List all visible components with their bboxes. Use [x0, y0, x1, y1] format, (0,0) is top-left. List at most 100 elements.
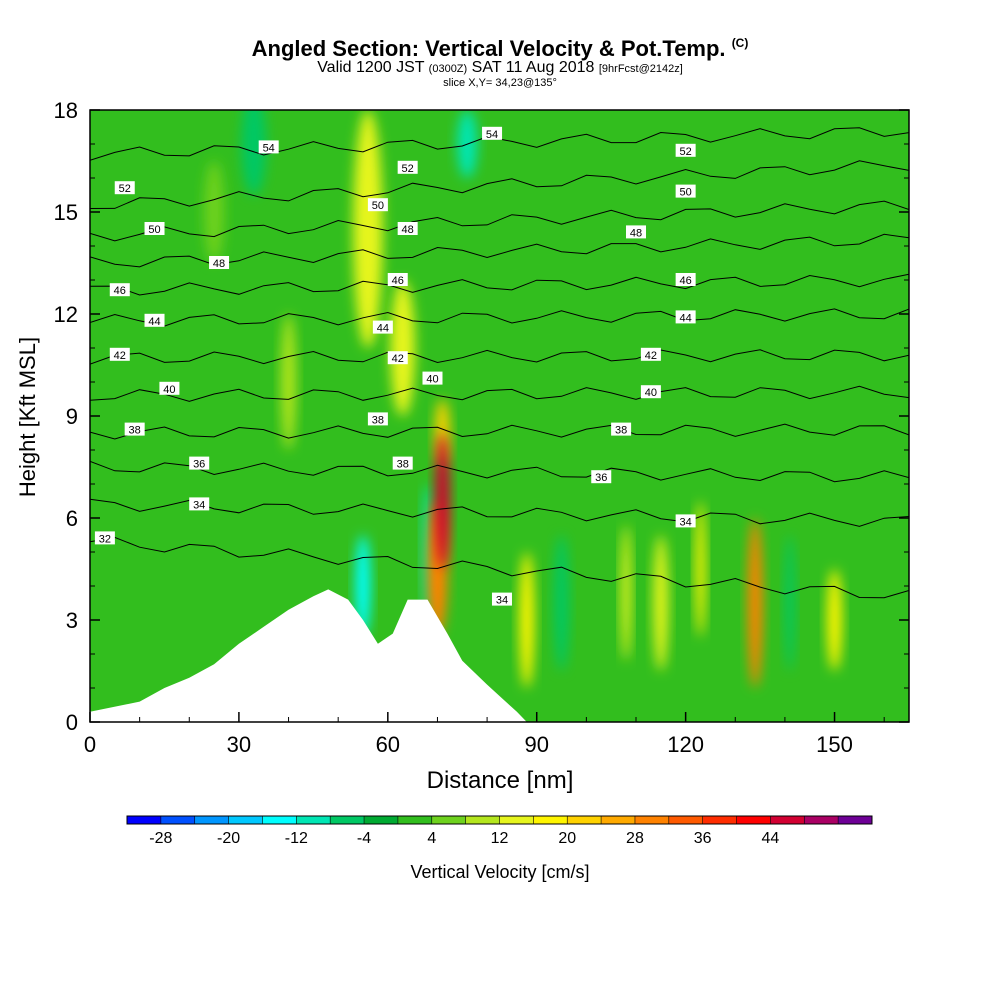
colorbar-swatch [228, 816, 263, 824]
velocity-cell [653, 535, 669, 671]
x-tick-label: 90 [524, 732, 548, 757]
contour-label: 40 [426, 374, 438, 386]
contour-label: 34 [193, 499, 205, 511]
colorbar-tick-label: 36 [694, 830, 712, 847]
contour-label: 38 [397, 459, 409, 471]
colorbar-tick-label: 20 [558, 830, 576, 847]
contour-label: 48 [402, 224, 414, 236]
pot-temp-contour [90, 200, 909, 242]
contour-label-box [640, 385, 661, 399]
contour-label: 36 [193, 459, 205, 471]
x-tick-label: 120 [667, 732, 704, 757]
contour-label: 50 [372, 200, 384, 212]
contour-label: 38 [372, 414, 384, 426]
contour-label-box [189, 497, 210, 511]
y-axis-label: Height [Kft MSL] [15, 336, 40, 498]
contour-label: 40 [645, 387, 657, 399]
contour-label-box [124, 422, 145, 436]
contour-label-box [675, 184, 696, 198]
velocity-cell [241, 110, 267, 195]
contour-label-box [372, 320, 393, 334]
velocity-cell [747, 518, 763, 688]
y-tick-label: 15 [54, 200, 78, 225]
velocity-cell [621, 524, 632, 661]
contour-label-box [397, 222, 418, 235]
pot-temp-contour [90, 536, 909, 599]
x-tick-label: 30 [227, 732, 251, 757]
contour-label-box [387, 351, 408, 365]
contour-label-box [675, 310, 696, 324]
contour-label-box [675, 143, 696, 157]
contour-label: 44 [377, 323, 389, 335]
contour-group [90, 127, 909, 599]
pot-temp-contour [90, 385, 909, 402]
contour-label-box [258, 140, 279, 154]
colorbar-swatch [127, 816, 161, 824]
x-tick-label: 60 [376, 732, 400, 757]
colorbar-swatch [262, 816, 297, 824]
contour-label-box [675, 273, 696, 286]
contour-label-box [209, 256, 230, 269]
contour-label-box [387, 273, 408, 286]
contour-label: 38 [129, 425, 141, 437]
y-tick-label: 0 [66, 710, 78, 735]
contour-label-box [94, 531, 115, 545]
contour-label: 48 [213, 258, 225, 270]
colorbar-tick-label: 28 [626, 830, 644, 847]
colorbar-swatch [634, 816, 669, 824]
contour-label-box [626, 225, 646, 239]
colorbar-swatch [533, 816, 568, 824]
velocity-cell [390, 280, 416, 416]
contour-label: 40 [163, 384, 175, 396]
velocity-cell [827, 569, 842, 671]
contour-label: 34 [496, 595, 508, 607]
colorbar-swatch [668, 816, 703, 824]
y-tick-label: 6 [66, 506, 78, 531]
velocity-cell [434, 433, 450, 569]
contour-label: 54 [486, 129, 498, 141]
field-background [90, 110, 909, 722]
colorbar-tick-label: 12 [491, 830, 509, 847]
colorbar-swatch [804, 816, 839, 824]
y-tick-label: 3 [66, 608, 78, 633]
contour-label: 46 [114, 285, 126, 297]
contour-label: 36 [595, 472, 607, 484]
terrain-mask [90, 589, 527, 722]
pot-temp-contour [90, 498, 909, 527]
contour-label-box [397, 160, 418, 174]
contour-label: 50 [148, 224, 160, 236]
contour-label: 42 [645, 350, 657, 362]
contour-label-box [109, 347, 130, 361]
contour-label: 46 [392, 275, 404, 287]
contour-label-box [491, 592, 512, 606]
velocity-cell [281, 314, 296, 450]
pot-temp-contour [90, 308, 909, 327]
contour-label-box [611, 422, 632, 436]
colorbar-tick-label: -20 [217, 830, 240, 847]
colorbar-swatch [465, 816, 500, 824]
contour-label-box [482, 126, 503, 140]
contour-label: 54 [263, 142, 275, 154]
velocity-cell [695, 501, 706, 637]
contour-label: 42 [114, 350, 126, 362]
colorbar-swatch [601, 816, 635, 824]
pot-temp-contour [90, 349, 909, 365]
contour-label-box [114, 181, 135, 195]
slice-info: slice X,Y= 34,23@135° [443, 77, 557, 89]
contour-label-box [189, 456, 210, 470]
contour-label: 44 [148, 316, 160, 328]
colorbar-swatch [499, 816, 534, 824]
chart-title: Angled Section: Vertical Velocity & Pot.… [251, 36, 749, 61]
contour-label: 34 [680, 516, 692, 528]
contour-label: 52 [680, 146, 692, 158]
x-tick-label: 0 [84, 732, 96, 757]
contour-label-box [367, 198, 388, 212]
colorbar-swatch [397, 816, 432, 824]
pot-temp-contour [90, 460, 909, 483]
velocity-cell [355, 535, 371, 637]
contour-label: 32 [99, 533, 111, 545]
contour-label-box [675, 514, 696, 528]
y-tick-label: 18 [54, 98, 78, 123]
colorbar-tick-label: -28 [149, 830, 172, 847]
